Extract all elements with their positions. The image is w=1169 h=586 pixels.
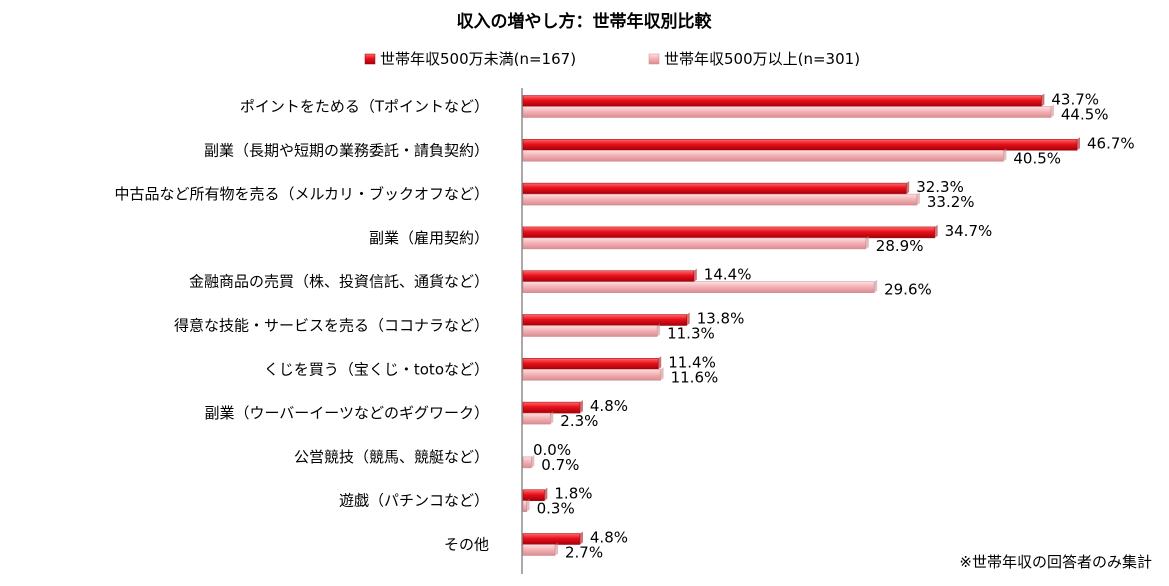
- bar-series-2: [522, 106, 1052, 118]
- bar-depth: [1077, 137, 1080, 151]
- bar-depth: [1041, 93, 1045, 107]
- value-label-series-2: 28.9%: [876, 237, 924, 255]
- value-label-series-1: 4.8%: [590, 529, 628, 547]
- category-label: 副業（長期や短期の業務委託・請負契約）: [204, 141, 489, 159]
- value-label-series-2: 44.5%: [1061, 106, 1109, 124]
- bar-depth: [555, 542, 559, 556]
- category-label: くじを買う（宝くじ・totoなど）: [264, 360, 489, 378]
- bar-series-1: [522, 358, 659, 370]
- value-label-series-1: 13.8%: [697, 310, 745, 328]
- legend-swatch-series-2: [648, 53, 660, 65]
- bar-depth: [544, 487, 548, 501]
- legend: 世帯年収500万未満(n=167) 世帯年収500万以上(n=301): [364, 50, 860, 68]
- value-label-series-1: 32.3%: [916, 178, 964, 196]
- bar-series-1: [522, 226, 935, 239]
- value-label-series-2: 0.7%: [541, 456, 579, 474]
- bar-series-1: [522, 489, 545, 501]
- value-label-series-2: 40.5%: [1013, 149, 1061, 167]
- bar-series-2: [522, 412, 551, 425]
- legend-swatch-series-1: [364, 53, 376, 65]
- value-label-series-1: 14.4%: [704, 266, 752, 284]
- footnote: ※世帯年収の回答者のみ集計: [959, 553, 1152, 571]
- bar-series-2: [522, 544, 556, 556]
- bar-depth: [658, 356, 662, 370]
- value-label-series-2: 11.6%: [671, 368, 719, 386]
- bar-series-2: [522, 237, 867, 250]
- value-label-series-2: 33.2%: [927, 193, 975, 211]
- value-label-series-1: 43.7%: [1051, 91, 1099, 109]
- bar-depth: [906, 181, 910, 195]
- value-labels: 43.7%44.5% 46.7% 40.5% 32.3%33.2% 34.7% 28.9%…: [533, 91, 1135, 562]
- bar-series-2: [522, 150, 1004, 162]
- bar-depth: [916, 192, 920, 206]
- bar-series-1: [522, 270, 695, 282]
- bar-depth: [934, 224, 938, 238]
- value-label-series-2: 29.6%: [884, 281, 932, 299]
- value-label-series-2: 11.3%: [667, 325, 715, 343]
- value-label-series-2: 2.7%: [565, 544, 603, 562]
- bar-depth: [550, 411, 554, 425]
- value-label-series-1: 4.8%: [590, 397, 628, 415]
- value-label-series-1: 34.7%: [945, 222, 993, 240]
- bar-depth: [657, 323, 661, 337]
- bar-depth: [660, 367, 664, 381]
- bar-series-2: [522, 456, 532, 469]
- value-label-series-1: 11.4%: [668, 353, 716, 371]
- value-label-series-1: 0.0%: [533, 441, 571, 459]
- value-label-series-1: 1.8%: [554, 485, 592, 503]
- category-label: 公営競技（競馬、競艇など）: [294, 448, 489, 466]
- bar-series-1: [522, 314, 687, 326]
- category-label: 金融商品の売買（株、投資信託、通貨など）: [189, 273, 489, 291]
- category-label: 副業（ウーバーイーツなどのギグワーク）: [204, 404, 489, 422]
- bar-depth: [686, 312, 690, 326]
- bar-series-1: [522, 139, 1078, 151]
- bar-series-2: [522, 193, 918, 206]
- bar-series-1: [522, 182, 907, 195]
- category-label: 遊戯（パチンコなど）: [339, 492, 489, 510]
- bar-depth: [874, 279, 878, 293]
- bar-series-1: [522, 95, 1042, 107]
- bar-series-2: [522, 500, 527, 512]
- chart-title: 収入の増やし方：世帯年収別比較: [457, 11, 713, 32]
- bars: [522, 93, 1080, 556]
- legend-label-series-2: 世帯年収500万以上(n=301): [664, 50, 860, 68]
- bar-series-2: [522, 281, 875, 293]
- bar-depth: [579, 531, 583, 545]
- bar-depth: [1003, 148, 1007, 162]
- bar-depth: [865, 235, 869, 249]
- bar-depth: [693, 268, 697, 282]
- category-label: ポイントをためる（Tポイントなど）: [240, 98, 489, 116]
- bar-series-2: [522, 369, 661, 381]
- bar-depth: [1050, 104, 1054, 118]
- bar-depth: [579, 400, 583, 414]
- value-label-series-2: 2.3%: [560, 412, 598, 430]
- legend-label-series-1: 世帯年収500万未満(n=167): [380, 50, 576, 68]
- value-label-series-1: 46.7%: [1087, 134, 1135, 152]
- bar-depth: [531, 454, 535, 468]
- category-label: 中古品など所有物を売る（メルカリ・ブックオフなど）: [114, 185, 489, 203]
- bar-depth: [526, 498, 530, 512]
- category-label: その他: [444, 536, 489, 554]
- value-label-series-2: 0.3%: [537, 500, 575, 518]
- category-labels: ポイントをためる（Tポイントなど） 副業（長期や短期の業務委託・請負契約） 中古品な…: [114, 98, 489, 554]
- category-label: 副業（雇用契約）: [369, 229, 489, 247]
- bar-series-2: [522, 325, 658, 337]
- category-label: 得意な技能・サービスを売る（ココナラなど）: [174, 317, 489, 335]
